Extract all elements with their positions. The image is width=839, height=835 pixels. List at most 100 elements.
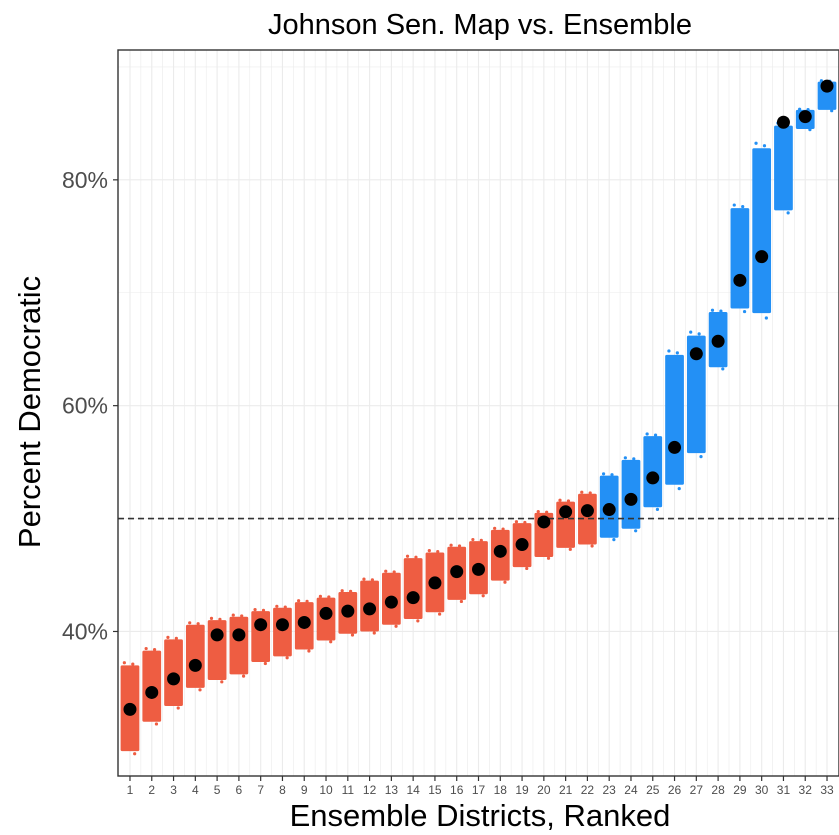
ensemble-speck — [601, 472, 606, 476]
ensemble-speck — [370, 578, 374, 582]
plan-point-24 — [624, 492, 638, 506]
plan-point-9 — [297, 615, 311, 629]
ensemble-speck — [667, 349, 671, 353]
ensemble-range-8 — [273, 604, 292, 660]
ensemble-speck — [209, 616, 214, 620]
x-tick-label: 12 — [363, 783, 377, 797]
x-tick-label: 33 — [820, 783, 834, 797]
ensemble-speck — [416, 619, 420, 623]
plan-point-10 — [319, 606, 333, 620]
plan-point-21 — [559, 505, 573, 519]
plan-point-8 — [275, 618, 289, 632]
x-tick-label: 6 — [236, 783, 243, 797]
plan-point-17 — [472, 562, 485, 576]
ensemble-range-5 — [207, 616, 227, 684]
ensemble-speck — [188, 621, 192, 625]
ensemble-speck — [218, 617, 222, 621]
ensemble-range-29 — [730, 203, 750, 314]
ensemble-speck — [523, 520, 527, 525]
plan-point-19 — [515, 538, 529, 552]
ensemble-speck — [240, 614, 244, 618]
ensemble-speck — [327, 595, 331, 599]
ensemble-speck — [253, 608, 257, 612]
x-tick-label: 9 — [301, 783, 308, 797]
ensemble-speck — [241, 674, 246, 678]
ensemble-speck — [536, 510, 540, 514]
ensemble-speck — [405, 554, 410, 558]
ensemble-range-30 — [752, 141, 772, 320]
plan-point-6 — [232, 628, 246, 642]
ensemble-box-6 — [229, 616, 249, 675]
ensemble-box-26 — [665, 354, 684, 485]
x-tick-label: 5 — [214, 783, 221, 797]
ensemble-range-6 — [229, 613, 249, 678]
x-tick-label: 24 — [624, 783, 638, 797]
ensemble-speck — [503, 580, 507, 584]
ensemble-speck — [457, 544, 462, 548]
ensemble-speck — [732, 203, 736, 207]
ensemble-speck — [414, 555, 418, 559]
ensemble-speck — [166, 635, 170, 639]
x-tick-label: 16 — [450, 783, 464, 797]
y-tick-label: 60% — [62, 393, 108, 419]
plan-point-32 — [798, 110, 812, 124]
ensemble-speck — [384, 569, 388, 573]
plan-points — [123, 79, 834, 716]
grid-lines — [118, 50, 839, 776]
ensemble-speck — [514, 520, 519, 524]
x-tick-label: 17 — [472, 783, 486, 797]
y-axis-title: Percent Democratic — [12, 276, 47, 548]
ensemble-speck — [449, 543, 453, 547]
ensemble-speck — [285, 656, 289, 660]
plan-point-14 — [406, 591, 420, 605]
x-tick-label: 19 — [515, 783, 529, 797]
plan-point-18 — [493, 544, 507, 558]
ensemble-speck — [634, 529, 638, 533]
ensemble-speck — [329, 640, 333, 644]
plan-point-25 — [646, 471, 660, 485]
x-tick-label: 8 — [279, 783, 286, 797]
plan-point-13 — [384, 595, 398, 609]
ensemble-speck — [623, 456, 627, 460]
ensemble-speck — [612, 538, 616, 542]
ensemble-speck — [655, 507, 660, 512]
x-tick-label: 21 — [559, 783, 573, 797]
ensemble-speck — [699, 455, 703, 459]
ensemble-speck — [144, 646, 148, 651]
plan-point-31 — [776, 115, 790, 129]
plan-point-4 — [188, 658, 202, 672]
ensemble-speck — [675, 351, 679, 355]
ensemble-speck — [719, 309, 723, 313]
ensemble-speck — [394, 624, 398, 628]
plan-point-33 — [820, 79, 834, 93]
x-tick-label: 20 — [537, 783, 551, 797]
plan-point-12 — [363, 602, 377, 616]
plan-point-22 — [580, 504, 594, 518]
ensemble-speck — [558, 498, 562, 502]
x-tick-label: 31 — [777, 783, 791, 797]
ensemble-speck — [131, 662, 135, 666]
ensemble-speck — [340, 589, 344, 593]
ensemble-range-4 — [185, 621, 205, 692]
ensemble-box-30 — [752, 148, 772, 314]
chart-title: Johnson Sen. Map vs. Ensemble — [268, 9, 692, 41]
ensemble-speck — [479, 538, 483, 542]
plan-point-27 — [689, 347, 703, 361]
x-tick-label: 15 — [428, 783, 442, 797]
ensemble-speck — [653, 433, 658, 437]
ensemble-speck — [220, 680, 224, 684]
ensemble-speck — [610, 473, 614, 477]
x-tick-label: 27 — [690, 783, 704, 797]
x-tick-label: 7 — [257, 783, 264, 797]
plan-point-7 — [254, 618, 268, 632]
plan-point-29 — [733, 273, 747, 287]
ensemble-speck — [318, 594, 323, 598]
plan-point-26 — [668, 440, 682, 454]
ensemble-speck — [806, 107, 810, 112]
ensemble-speck — [580, 490, 584, 494]
ensemble-box-29 — [730, 208, 750, 309]
x-tick-label: 29 — [733, 783, 747, 797]
ensemble-speck — [741, 204, 745, 209]
ensemble-box-14 — [403, 558, 423, 620]
